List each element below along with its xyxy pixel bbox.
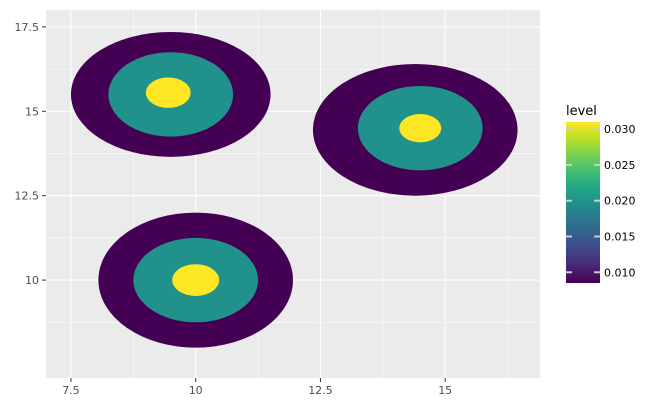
legend-title: level bbox=[566, 104, 597, 119]
y-tick-label: 17.5 bbox=[15, 21, 40, 34]
x-tick-label: 15 bbox=[438, 384, 452, 397]
x-tick-label: 12.5 bbox=[308, 384, 333, 397]
contour-band-0_03 bbox=[172, 264, 220, 296]
y-tick-label: 10 bbox=[25, 274, 39, 287]
contour-cluster bbox=[70, 31, 271, 157]
contour-band-0_03 bbox=[399, 113, 442, 143]
legend-tick-label: 0.025 bbox=[604, 159, 636, 172]
contour-band-0_03 bbox=[145, 77, 191, 108]
legend-tick-label: 0.015 bbox=[604, 230, 636, 243]
contour-cluster bbox=[312, 64, 518, 196]
legend-ticks: 0.010 0.015 0.020 0.025 0.030 bbox=[566, 123, 636, 279]
legend-colorbar bbox=[566, 122, 600, 283]
legend: level 0.010 0.015 0.020 0.025 0.030 bbox=[566, 104, 636, 283]
x-tick-label: 7.5 bbox=[62, 384, 80, 397]
density-contours bbox=[70, 31, 518, 348]
legend-tick-label: 0.010 bbox=[604, 266, 636, 279]
y-tick-label: 12.5 bbox=[15, 190, 40, 203]
x-axis: 7.5 10 12.5 15 bbox=[62, 378, 452, 397]
x-tick-label: 10 bbox=[189, 384, 203, 397]
y-tick-label: 15 bbox=[25, 105, 39, 118]
contour-cluster bbox=[98, 212, 293, 348]
y-axis: 10 12.5 15 17.5 bbox=[15, 21, 46, 287]
legend-tick-label: 0.020 bbox=[604, 195, 636, 208]
legend-tick-label: 0.030 bbox=[604, 123, 636, 136]
